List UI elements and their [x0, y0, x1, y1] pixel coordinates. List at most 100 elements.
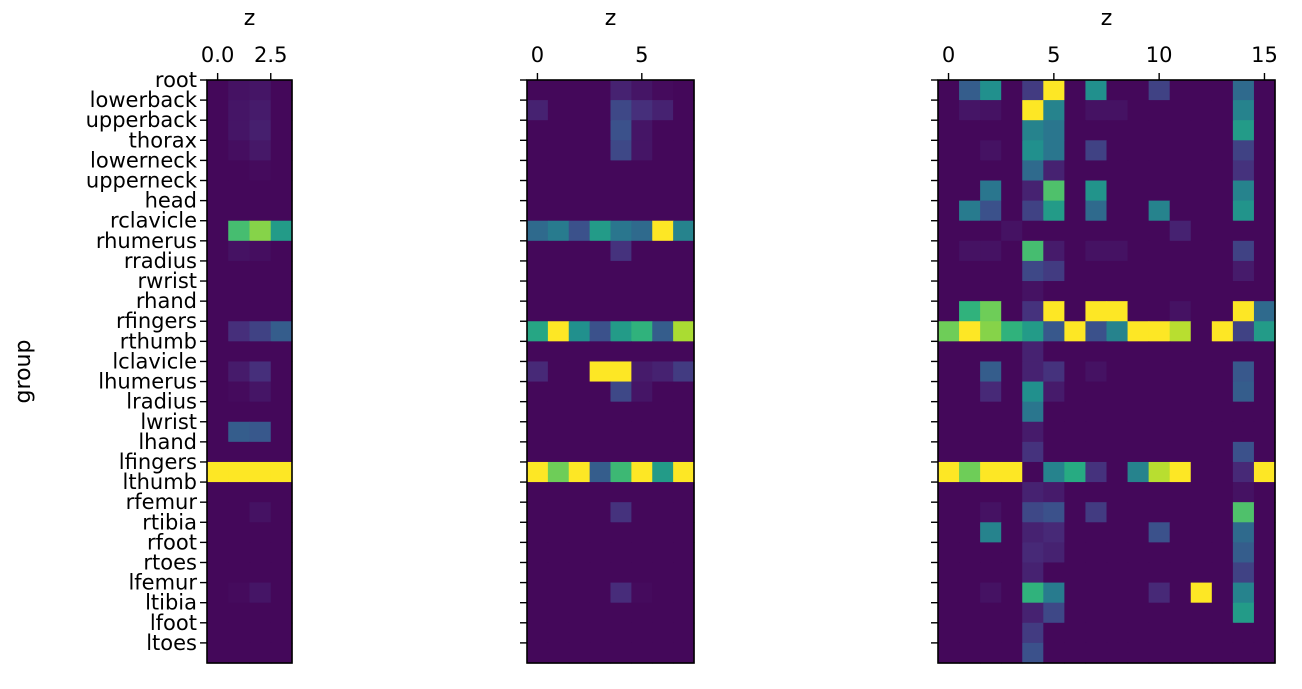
heatmap-cell-p3-r11-c7: [1085, 301, 1108, 322]
heatmap-cell-p2-r17-c1: [547, 421, 570, 443]
heatmap-cell-p1-r28-c1: [228, 642, 251, 664]
heatmap-cell-p3-r3-c4: [1022, 140, 1044, 162]
heatmap-cell-p3-r6-c0: [938, 200, 960, 222]
heatmap-cell-p3-r5-c2: [980, 180, 1002, 202]
heatmap-cell-p2-r23-c1: [547, 542, 570, 564]
heatmap-cell-p2-r23-c2: [568, 542, 591, 564]
heatmap-cell-p2-r7-c2: [568, 220, 591, 242]
heatmap-cell-p3-r23-c3: [1001, 542, 1023, 564]
heatmap-cell-p3-r6-c8: [1106, 200, 1129, 222]
heatmap-cell-p3-r14-c15: [1253, 361, 1276, 383]
heatmap-cell-p1-r9-c1: [228, 260, 251, 282]
ytick-label-lthumb: lthumb: [123, 470, 197, 494]
heatmap-cell-p3-r15-c3: [1001, 381, 1023, 403]
heatmap-cell-p3-r23-c5: [1043, 542, 1065, 564]
heatmap-cell-p2-r3-c6: [652, 140, 674, 162]
heatmap-cell-p3-r21-c11: [1169, 502, 1192, 523]
heatmap-cell-p2-r21-c6: [652, 502, 674, 523]
heatmap-cell-p3-r14-c12: [1190, 361, 1213, 383]
heatmap-cell-p3-r27-c2: [980, 622, 1002, 644]
heatmap-cell-p3-r4-c6: [1064, 160, 1087, 182]
heatmap-cell-p3-r15-c11: [1169, 381, 1192, 403]
heatmap-cell-p3-r20-c3: [1001, 482, 1023, 503]
heatmap-cell-p3-r24-c10: [1148, 562, 1171, 584]
heatmap-cell-p2-r7-c1: [547, 220, 570, 242]
heatmap-cell-p2-r16-c3: [589, 401, 612, 423]
heatmap-cell-p2-r21-c4: [610, 502, 632, 523]
heatmap-cell-p3-r11-c4: [1022, 301, 1044, 322]
heatmap-cell-p1-r20-c2: [249, 482, 272, 503]
heatmap-cell-p3-r10-c4: [1022, 281, 1044, 302]
heatmap-cell-p3-r10-c6: [1064, 281, 1087, 302]
heatmap-cell-p3-r4-c15: [1253, 160, 1276, 182]
heatmap-cell-p1-r25-c2: [249, 582, 272, 604]
heatmap-cell-p3-r6-c6: [1064, 200, 1087, 222]
heatmap-cell-p1-r6-c3: [270, 200, 293, 222]
heatmap-cell-p3-r24-c14: [1232, 562, 1255, 584]
heatmap-cell-p3-r26-c10: [1148, 602, 1171, 624]
heatmap-cell-p2-r17-c6: [652, 421, 674, 443]
heatmap-cell-p1-r12-c2: [249, 321, 272, 342]
heatmap-cell-p3-r1-c15: [1253, 100, 1276, 121]
heatmap-cell-p2-r25-c5: [631, 582, 653, 604]
heatmap-cell-p2-r22-c3: [589, 522, 612, 543]
heatmap-cell-p3-r9-c15: [1253, 260, 1276, 282]
heatmap-cell-p2-r17-c7: [673, 421, 695, 443]
heatmap-cell-p2-r2-c6: [652, 120, 674, 141]
heatmap-cell-p1-r26-c3: [270, 602, 293, 624]
ytick-label-root: root: [155, 68, 197, 92]
heatmap-cell-p3-r14-c14: [1232, 361, 1255, 383]
heatmap-cell-p3-r12-c14: [1232, 321, 1255, 342]
heatmap-cell-p2-r19-c4: [610, 461, 632, 483]
heatmap-cell-p2-r20-c2: [568, 482, 591, 503]
heatmap-cell-p2-r19-c1: [547, 461, 570, 483]
heatmap-cell-p3-r26-c2: [980, 602, 1002, 624]
heatmap-cell-p3-r9-c8: [1106, 260, 1129, 282]
heatmap-cell-p1-r21-c2: [249, 502, 272, 523]
heatmap-cell-p3-r5-c4: [1022, 180, 1044, 202]
heatmap-cell-p2-r14-c5: [631, 361, 653, 383]
heatmap-cell-p3-r6-c13: [1211, 200, 1234, 222]
heatmap-cell-p3-r1-c1: [959, 100, 981, 121]
heatmap-cell-p3-r8-c8: [1106, 240, 1129, 262]
heatmap-cell-p2-r12-c3: [589, 321, 612, 342]
heatmap-cell-p3-r15-c2: [980, 381, 1002, 403]
heatmap-cell-p3-r27-c11: [1169, 622, 1192, 644]
heatmap-cell-p3-r20-c5: [1043, 482, 1065, 503]
heatmap-cell-p2-r13-c0: [527, 341, 549, 363]
heatmap-cell-p2-r12-c4: [610, 321, 632, 342]
heatmap-cell-p1-r0-c1: [228, 80, 251, 101]
heatmap-cell-p3-r22-c3: [1001, 522, 1023, 543]
heatmap-cell-p2-r22-c2: [568, 522, 591, 543]
heatmap-cell-p3-r23-c11: [1169, 542, 1192, 564]
heatmap-cell-p2-r13-c1: [547, 341, 570, 363]
panel-3-frame: [937, 79, 1276, 664]
heatmap-cell-p3-r16-c0: [938, 401, 960, 423]
heatmap-cell-p3-r21-c0: [938, 502, 960, 523]
heatmap-cell-p2-r7-c4: [610, 220, 632, 242]
heatmap-cell-p3-r2-c5: [1043, 120, 1065, 141]
heatmap-cell-p3-r19-c1: [959, 461, 981, 483]
heatmap-cell-p3-r21-c1: [959, 502, 981, 523]
heatmap-cell-p3-r24-c6: [1064, 562, 1087, 584]
heatmap-cell-p3-r9-c12: [1190, 260, 1213, 282]
ytick-label-rhumerus: rhumerus: [96, 229, 197, 253]
heatmap-cell-p3-r9-c9: [1127, 260, 1150, 282]
heatmap-cell-p3-r28-c10: [1148, 642, 1171, 664]
heatmap-cell-p2-r25-c4: [610, 582, 632, 604]
heatmap-cell-p1-r0-c2: [249, 80, 272, 101]
heatmap-cell-p3-r17-c13: [1211, 421, 1234, 443]
heatmap-cell-p3-r10-c12: [1190, 281, 1213, 302]
heatmap-cell-p3-r25-c6: [1064, 582, 1087, 604]
ytick-label-lhumerus: lhumerus: [98, 370, 197, 394]
heatmap-cell-p3-r12-c0: [938, 321, 960, 342]
heatmap-cell-p2-r14-c2: [568, 361, 591, 383]
heatmap-cell-p3-r2-c10: [1148, 120, 1171, 141]
heatmap-cell-p3-r14-c8: [1106, 361, 1129, 383]
heatmap-cell-p2-r6-c5: [631, 200, 653, 222]
ytick-label-lwrist: lwrist: [140, 410, 197, 434]
heatmap-cell-p3-r22-c7: [1085, 522, 1108, 543]
heatmap-cell-p2-r6-c3: [589, 200, 612, 222]
heatmap-cell-p2-r21-c5: [631, 502, 653, 523]
heatmap-cell-p3-r19-c9: [1127, 461, 1150, 483]
